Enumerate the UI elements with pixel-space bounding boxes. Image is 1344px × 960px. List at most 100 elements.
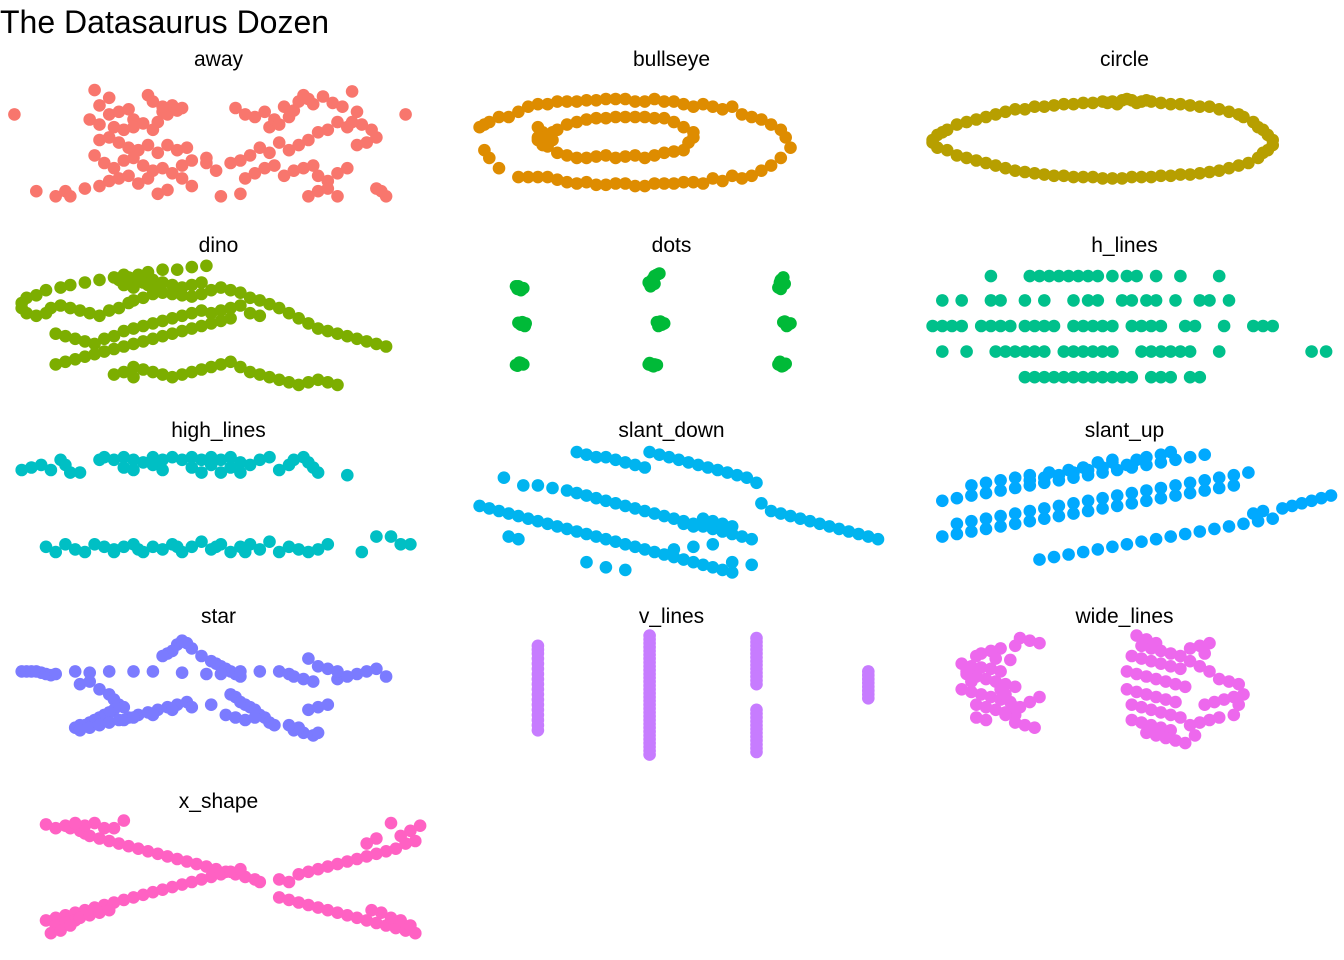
data-point xyxy=(1115,172,1129,185)
data-point xyxy=(1135,319,1148,333)
data-point xyxy=(117,450,131,464)
data-point xyxy=(687,540,700,554)
data-point xyxy=(1067,319,1080,333)
data-point xyxy=(628,540,642,554)
data-point xyxy=(1222,294,1236,307)
data-point xyxy=(1198,647,1211,660)
data-point xyxy=(1047,319,1061,333)
data-point xyxy=(1096,491,1109,505)
data-point xyxy=(83,113,96,126)
data-point xyxy=(39,818,53,831)
data-point xyxy=(1042,466,1056,479)
data-point xyxy=(117,324,131,338)
data-point xyxy=(413,819,427,832)
data-point xyxy=(200,667,213,681)
data-point xyxy=(1115,294,1129,307)
data-point xyxy=(1212,164,1226,177)
data-point xyxy=(78,545,92,559)
data-point xyxy=(852,527,865,541)
data-point xyxy=(1174,662,1187,676)
data-point xyxy=(49,545,62,559)
data-point xyxy=(862,530,875,543)
data-point xyxy=(774,151,788,165)
data-point xyxy=(166,327,179,341)
data-point xyxy=(1038,512,1051,525)
data-point xyxy=(1183,654,1197,668)
data-point xyxy=(68,353,82,366)
data-point xyxy=(778,315,791,328)
data-point xyxy=(146,885,160,899)
data-point xyxy=(706,561,720,574)
data-point xyxy=(832,522,846,536)
data-point xyxy=(643,445,656,459)
data-point xyxy=(1164,660,1177,673)
data-point xyxy=(560,149,574,162)
data-point xyxy=(1038,100,1051,113)
data-point xyxy=(1110,97,1124,111)
data-point xyxy=(1018,718,1032,732)
data-point xyxy=(214,281,228,294)
data-point xyxy=(409,926,422,940)
data-point xyxy=(1154,456,1168,469)
data-point xyxy=(117,700,131,714)
data-point xyxy=(253,875,267,889)
data-point xyxy=(750,677,763,691)
data-point xyxy=(1052,509,1066,523)
data-point xyxy=(370,847,383,861)
data-point xyxy=(365,903,378,917)
data-point xyxy=(1237,110,1250,124)
data-point xyxy=(370,662,383,676)
data-point xyxy=(628,179,642,193)
data-point xyxy=(1110,463,1124,477)
data-point xyxy=(1154,706,1168,719)
data-point xyxy=(292,721,306,734)
data-point xyxy=(306,675,320,688)
data-point xyxy=(984,662,998,676)
data-point xyxy=(502,507,515,520)
data-point xyxy=(1081,494,1095,508)
data-point xyxy=(166,312,179,325)
data-point xyxy=(965,675,978,688)
data-point xyxy=(112,301,126,315)
data-point xyxy=(151,146,165,160)
data-point xyxy=(599,178,613,192)
data-point xyxy=(39,283,53,297)
data-point xyxy=(1130,629,1143,642)
data-point xyxy=(204,458,218,472)
data-point xyxy=(302,190,315,203)
data-point xyxy=(185,461,199,474)
data-point xyxy=(619,110,632,124)
data-point xyxy=(1174,97,1187,111)
data-point xyxy=(243,149,257,162)
data-point xyxy=(599,532,613,546)
data-point xyxy=(243,365,257,379)
data-point xyxy=(687,126,700,139)
data-point xyxy=(253,543,267,556)
data-point xyxy=(306,97,320,111)
data-point xyxy=(1183,476,1197,490)
data-point xyxy=(994,509,1007,523)
data-point xyxy=(93,118,106,131)
data-point xyxy=(311,660,325,673)
data-point xyxy=(638,504,652,518)
data-point xyxy=(984,319,998,333)
data-point xyxy=(784,509,797,523)
data-point xyxy=(287,164,301,177)
data-point xyxy=(551,95,564,108)
data-point xyxy=(570,486,584,500)
data-point xyxy=(687,100,700,113)
panel-high-lines: high_lines xyxy=(15,419,417,559)
data-point xyxy=(127,463,140,477)
data-point xyxy=(677,120,690,134)
data-point xyxy=(1033,636,1046,650)
data-point xyxy=(725,555,739,569)
data-point xyxy=(248,167,262,180)
data-point xyxy=(619,92,632,106)
data-point xyxy=(1305,494,1318,508)
data-point xyxy=(1232,677,1245,691)
data-point xyxy=(779,131,792,144)
data-point xyxy=(979,156,993,170)
data-point xyxy=(745,110,758,124)
data-point xyxy=(234,466,247,479)
data-point xyxy=(984,690,998,704)
